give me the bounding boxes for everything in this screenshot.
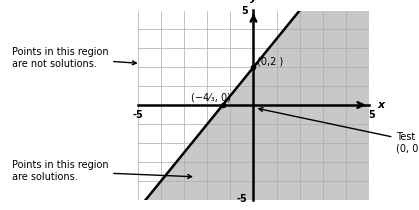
Text: Points in this region
are not solutions.: Points in this region are not solutions. bbox=[12, 47, 136, 68]
Polygon shape bbox=[146, 10, 369, 199]
Text: 5: 5 bbox=[241, 5, 248, 16]
Text: -5: -5 bbox=[133, 110, 144, 120]
Text: Points in this region
are solutions.: Points in this region are solutions. bbox=[12, 160, 191, 182]
Text: -5: -5 bbox=[237, 194, 248, 205]
Text: (0,2 ): (0,2 ) bbox=[257, 56, 283, 66]
Text: x: x bbox=[378, 100, 385, 110]
Text: y: y bbox=[250, 0, 257, 3]
Text: Test point
(0, 0): Test point (0, 0) bbox=[259, 108, 419, 154]
Text: 5: 5 bbox=[369, 110, 375, 120]
Text: (−4⁄₃, 0): (−4⁄₃, 0) bbox=[191, 92, 231, 102]
